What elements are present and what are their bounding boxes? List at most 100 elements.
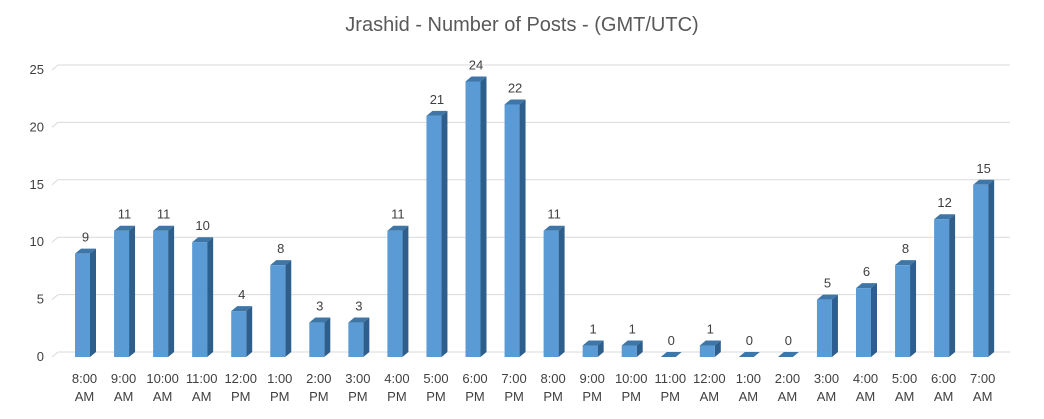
x-tick-label: 2:00 AM xyxy=(775,371,800,404)
x-tick-label: 4:00 AM xyxy=(853,371,878,404)
bar-side xyxy=(831,294,838,357)
x-tick-label: 3:00 AM xyxy=(814,371,839,404)
data-label: 1 xyxy=(629,322,636,337)
data-label: 0 xyxy=(785,333,792,348)
bar-front xyxy=(543,230,559,357)
bar-top xyxy=(348,317,370,323)
x-tick-label: 2:00 PM xyxy=(306,371,331,404)
data-label: 11 xyxy=(118,207,132,222)
bar xyxy=(309,317,331,357)
bar-side xyxy=(480,76,487,357)
bar-top xyxy=(75,248,96,254)
data-label: 1 xyxy=(707,322,714,337)
bar-side xyxy=(597,340,604,357)
bar-top xyxy=(192,237,214,243)
x-tick-label: 9:00 AM xyxy=(111,371,136,404)
y-axis-tick-labels: 0 5 10 15 20 25 xyxy=(30,62,44,364)
bar xyxy=(465,76,487,357)
bar-front xyxy=(699,345,715,357)
bar xyxy=(934,214,956,357)
bar-side xyxy=(558,225,565,357)
bar xyxy=(504,99,526,357)
data-label: 4 xyxy=(238,287,245,302)
bar xyxy=(543,225,565,357)
bar-front xyxy=(621,345,637,357)
data-label: 11 xyxy=(391,207,405,222)
gridline-depth xyxy=(51,351,59,358)
bar-side xyxy=(285,260,292,357)
bars xyxy=(75,76,995,357)
x-tick-label: 6:00 PM xyxy=(462,371,487,404)
bar-top xyxy=(973,179,995,185)
bar-front xyxy=(895,265,911,357)
bar xyxy=(387,225,409,357)
data-label: 3 xyxy=(355,299,362,314)
x-tick-label: 3:00 PM xyxy=(345,371,370,404)
bar-front xyxy=(309,322,325,357)
bar-side xyxy=(402,225,409,357)
bar xyxy=(426,110,448,357)
bar-top xyxy=(270,260,292,266)
data-label: 10 xyxy=(195,218,209,233)
bar-front xyxy=(934,219,950,357)
x-tick-label: 11:00 AM xyxy=(186,371,218,404)
gridlines xyxy=(51,64,1010,358)
bar-top xyxy=(426,110,448,116)
gridline-depth xyxy=(51,236,59,243)
x-tick-label: 4:00 PM xyxy=(384,371,409,404)
bar-side xyxy=(910,260,917,357)
bar-front xyxy=(114,230,130,357)
y-tick-label: 15 xyxy=(30,177,44,192)
bar-side xyxy=(519,99,526,357)
bar-front xyxy=(387,230,403,357)
bar xyxy=(270,260,292,357)
bar-top xyxy=(699,340,721,346)
bar xyxy=(231,306,253,357)
x-tick-label: 5:00 AM xyxy=(892,371,917,404)
bar-top xyxy=(738,352,760,357)
x-tick-label: 7:00 PM xyxy=(501,371,526,404)
gridline-depth xyxy=(51,122,59,128)
bar xyxy=(738,352,760,357)
x-tick-label: 10:00 PM xyxy=(615,371,648,404)
bar-side xyxy=(129,225,136,357)
bar-top xyxy=(114,225,136,231)
bar-side xyxy=(441,110,448,357)
bar-front xyxy=(465,81,481,357)
bar-top xyxy=(582,340,604,346)
x-tick-label: 11:00 PM xyxy=(654,371,686,404)
bar-front xyxy=(973,184,989,357)
bar-front xyxy=(153,230,169,357)
gridline-depth xyxy=(51,179,59,186)
data-label: 22 xyxy=(508,80,522,95)
bar-top xyxy=(934,214,956,220)
bar-top xyxy=(660,352,682,357)
x-tick-label: 7:00 AM xyxy=(970,371,995,404)
bar xyxy=(777,352,799,357)
bar xyxy=(348,317,370,357)
x-tick-label: 1:00 AM xyxy=(736,371,761,404)
gridline-depth xyxy=(51,64,59,71)
bar-side xyxy=(636,340,643,357)
bar xyxy=(699,340,721,357)
gridline-depth xyxy=(51,294,59,300)
data-label: 11 xyxy=(157,207,171,222)
bar-front xyxy=(856,288,871,357)
bar-side xyxy=(871,283,877,357)
bar xyxy=(856,283,877,357)
y-tick-label: 10 xyxy=(30,234,44,249)
bar-side xyxy=(207,237,214,357)
y-tick-label: 0 xyxy=(37,349,44,364)
data-label: 3 xyxy=(316,299,323,314)
data-label: 5 xyxy=(824,276,831,291)
y-tick-label: 25 xyxy=(30,62,44,77)
bar-front xyxy=(504,104,520,357)
data-label: 0 xyxy=(668,333,675,348)
bar-side xyxy=(949,214,956,357)
bar-top xyxy=(621,340,643,346)
bar-side xyxy=(714,340,721,357)
bar-side xyxy=(246,306,253,357)
bar xyxy=(660,352,682,357)
